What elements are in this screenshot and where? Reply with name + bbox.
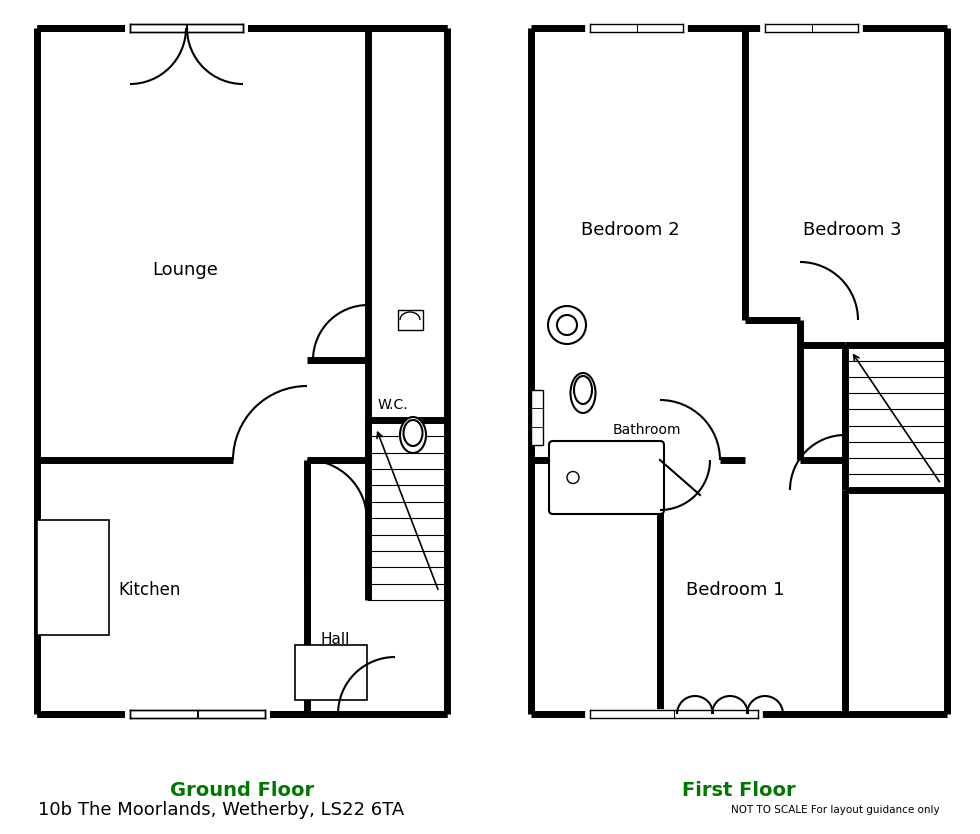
Text: Ground Floor: Ground Floor [170, 781, 314, 800]
Ellipse shape [404, 420, 422, 446]
Text: W.C.: W.C. [378, 398, 409, 412]
Text: Hall: Hall [320, 632, 350, 647]
Text: Bedroom 1: Bedroom 1 [686, 581, 784, 599]
Ellipse shape [400, 417, 426, 453]
Text: Lounge: Lounge [152, 261, 218, 279]
Ellipse shape [570, 373, 596, 413]
Bar [37, 520, 109, 635]
Text: 10b The Moorlands, Wetherby, LS22 6TA: 10b The Moorlands, Wetherby, LS22 6TA [38, 801, 405, 819]
Circle shape [557, 315, 577, 335]
Text: Bedroom 2: Bedroom 2 [581, 221, 679, 239]
Bar [531, 390, 543, 445]
FancyBboxPatch shape [549, 441, 664, 514]
Text: Bathroom: Bathroom [613, 423, 681, 437]
Text: Bedroom 3: Bedroom 3 [803, 221, 902, 239]
Bar [398, 310, 423, 330]
Text: NOT TO SCALE For layout guidance only: NOT TO SCALE For layout guidance only [731, 805, 940, 815]
Circle shape [548, 306, 586, 344]
Bar [295, 645, 367, 700]
Ellipse shape [574, 376, 592, 404]
Text: First Floor: First Floor [682, 781, 796, 800]
Text: Kitchen: Kitchen [119, 581, 181, 599]
